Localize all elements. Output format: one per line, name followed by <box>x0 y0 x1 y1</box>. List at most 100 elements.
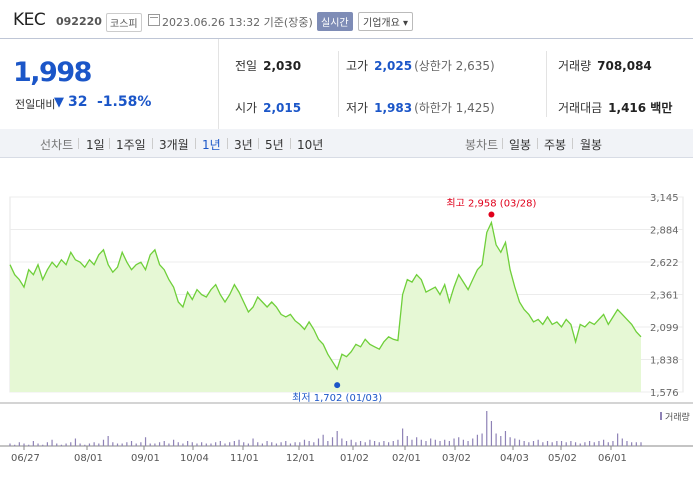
tab-monthly[interactable]: 월봉 <box>580 138 603 152</box>
tab-10y[interactable]: 10년 <box>297 138 324 152</box>
volume-bar <box>532 441 535 446</box>
x-tick-label: 04/03 <box>500 453 529 464</box>
volume-bar <box>621 438 623 446</box>
volume-bar <box>560 441 563 446</box>
x-tick-label: 06/27 <box>11 453 40 464</box>
min-marker <box>334 382 341 389</box>
candle-chart-label: 봉차트 <box>465 138 499 152</box>
volume-bar <box>579 443 581 446</box>
volume-bar <box>56 443 58 446</box>
volume-bar <box>476 434 479 446</box>
volume-bar <box>130 441 133 446</box>
tab-3m[interactable]: 3개월 <box>159 138 189 152</box>
line-chart-label: 선차트 <box>40 138 74 152</box>
volume-bar <box>247 443 249 446</box>
volume-bar <box>46 442 48 446</box>
calendar-icon <box>148 14 160 26</box>
volume-bar <box>135 443 137 446</box>
tab-3y[interactable]: 3년 <box>234 138 253 152</box>
volume-bar <box>546 441 549 446</box>
volume-bar <box>107 436 109 446</box>
volume-bar <box>37 443 39 446</box>
volume-bar <box>388 442 390 446</box>
volume-bar <box>266 441 268 446</box>
volume-bar <box>378 442 380 446</box>
volume-bar <box>598 441 600 446</box>
volume-bar <box>28 444 30 446</box>
volume-bar <box>18 442 20 446</box>
volume-bar <box>23 443 25 446</box>
volume-bar <box>238 439 240 446</box>
volume-bar <box>65 443 67 446</box>
x-tick-label: 10/04 <box>180 453 209 464</box>
down-arrow-icon: ▼ <box>54 95 64 110</box>
volume-bar <box>102 439 105 446</box>
volume-bar <box>224 443 226 446</box>
volume-bar <box>149 443 151 446</box>
price-chart: 거래량 3,1452,8842,6222,3612,0991,8381,576 … <box>0 193 693 464</box>
volume-bar <box>486 411 488 446</box>
volume-bar <box>327 441 329 446</box>
volume-bar <box>9 443 11 446</box>
x-tick-label: 08/01 <box>74 453 103 464</box>
max-label: 최고 2,958 (03/28) <box>446 197 536 209</box>
volume-bar <box>331 437 334 446</box>
volume-bar <box>121 443 123 446</box>
volume-bar <box>364 442 366 446</box>
volume-bar <box>341 438 343 446</box>
volume-bar <box>140 442 142 446</box>
volume-bar <box>144 437 147 446</box>
stock-name: KEC <box>13 10 46 30</box>
volume-bar <box>257 442 259 446</box>
volume-bar <box>542 442 544 446</box>
volume-bar <box>631 442 633 446</box>
tab-weekly[interactable]: 주봉 <box>544 138 567 152</box>
volume-bar <box>355 442 357 446</box>
volume-bar <box>93 442 95 446</box>
max-marker <box>488 211 495 218</box>
volume-bar <box>163 441 165 446</box>
tab-5y[interactable]: 5년 <box>265 138 284 152</box>
volume-bar <box>182 443 184 446</box>
y-tick-label: 2,361 <box>650 291 679 302</box>
volume-bar <box>439 441 441 446</box>
x-tick-label: 05/02 <box>548 453 577 464</box>
volume-bar <box>158 442 161 446</box>
tab-daily[interactable]: 일봉 <box>509 138 532 152</box>
volume-bar <box>79 443 81 446</box>
change-value: 32 <box>68 94 88 110</box>
volume-bar <box>299 442 301 446</box>
tab-1y[interactable]: 1년 <box>202 138 221 152</box>
volume-bar <box>518 439 521 446</box>
tab-1w[interactable]: 1주일 <box>116 138 146 152</box>
volume-bar <box>229 442 231 446</box>
volume-bar <box>280 442 282 446</box>
volume-bar <box>420 439 422 446</box>
volume-bar <box>607 442 609 446</box>
volume-bar <box>448 441 450 446</box>
volume-bar <box>617 433 619 446</box>
tab-1d[interactable]: 1일 <box>86 138 105 152</box>
volume-bar <box>383 441 385 446</box>
trade-value: 거래대금 1,416 백만 <box>558 101 673 115</box>
volume-bar <box>551 442 553 446</box>
volume-bar <box>434 439 436 446</box>
volume-bar <box>201 442 203 446</box>
volume-bar <box>495 433 497 446</box>
realtime-button[interactable]: 실시간 <box>317 12 353 31</box>
volume-bar <box>177 442 179 446</box>
x-tick-label: 06/01 <box>598 453 627 464</box>
y-tick-label: 2,622 <box>650 258 679 269</box>
volume-bar <box>537 439 539 446</box>
volume-bar <box>303 439 306 446</box>
volume-bar <box>458 437 460 446</box>
company-overview-dropdown[interactable]: 기업개요 ▾ <box>358 12 413 31</box>
volume-bar <box>219 441 221 446</box>
volume-legend-icon <box>660 412 662 420</box>
quote-panel: 1,998 전일대비 ▼ 32 -1.58% 전일 2,030 고가 2,025 (상… <box>0 38 693 130</box>
volume-bar <box>467 441 469 446</box>
volume-bar <box>373 441 376 446</box>
volume-bar <box>172 439 175 446</box>
volume-bar <box>472 438 474 446</box>
stock-code: 092220 <box>56 15 102 28</box>
